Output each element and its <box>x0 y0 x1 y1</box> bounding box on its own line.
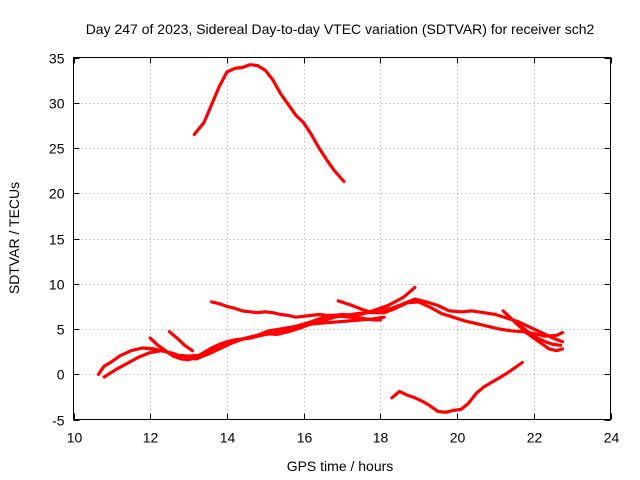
y-tick-label: 0 <box>57 367 65 383</box>
y-tick-label: 20 <box>49 186 65 202</box>
series-line-lower-arc <box>390 360 524 414</box>
series-line-trace-I <box>512 320 563 347</box>
x-axis-label: GPS time / hours <box>287 458 394 474</box>
x-tick-label: 10 <box>67 430 83 446</box>
ticks <box>73 57 612 421</box>
x-tick-label: 16 <box>297 430 313 446</box>
x-tick-label: 24 <box>604 430 620 446</box>
y-tick-label: 35 <box>49 51 65 67</box>
x-tick-label: 12 <box>143 430 159 446</box>
series-line-trace-G <box>378 297 565 344</box>
y-axis-label: SDTVAR / TECUs <box>6 182 22 294</box>
x-tick-label: 22 <box>527 430 543 446</box>
chart-title: Day 247 of 2023, Sidereal Day-to-day VTE… <box>86 21 595 37</box>
x-tick-labels: 10 12 14 16 18 20 22 24 <box>67 430 620 446</box>
series-line-upper-arc <box>192 63 346 184</box>
series-layer <box>96 63 565 414</box>
y-tick-labels: -5 0 5 10 15 20 25 30 35 <box>49 51 65 429</box>
x-tick-label: 14 <box>220 430 236 446</box>
grid <box>73 57 611 420</box>
y-tick-label: 15 <box>49 232 65 248</box>
series-line-trace-H <box>501 309 565 353</box>
x-tick-label: 18 <box>373 430 389 446</box>
y-tick-label: -5 <box>52 413 65 429</box>
y-tick-label: 30 <box>49 96 65 112</box>
series-line-trace-C <box>148 315 386 362</box>
x-tick-label: 20 <box>450 430 466 446</box>
plot-frame <box>73 57 611 420</box>
y-tick-label: 25 <box>49 141 65 157</box>
series-line-trace-E <box>210 300 382 322</box>
series-line-trace-D <box>167 330 194 353</box>
y-tick-label: 10 <box>49 277 65 293</box>
y-tick-label: 5 <box>57 322 65 338</box>
